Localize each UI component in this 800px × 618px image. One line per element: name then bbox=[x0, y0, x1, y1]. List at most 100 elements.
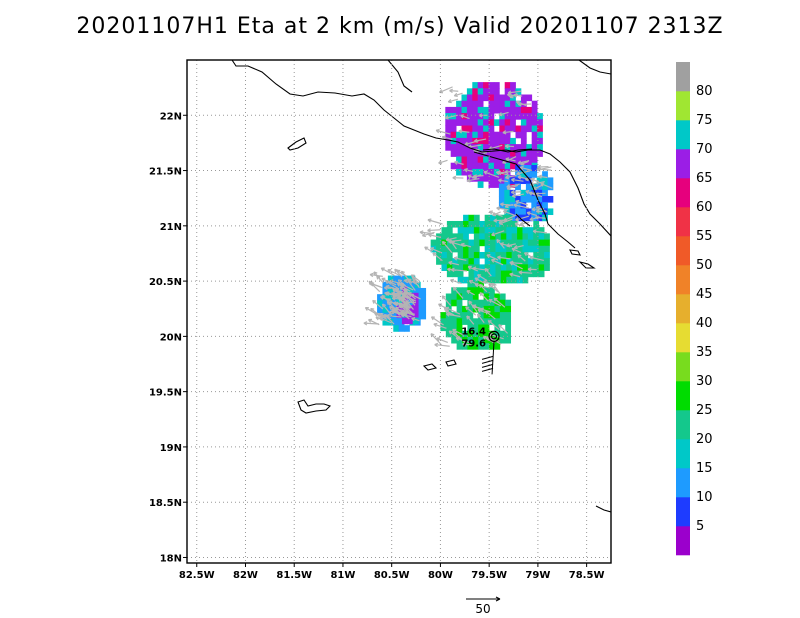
wind-cell bbox=[483, 156, 489, 164]
wind-arrow bbox=[381, 267, 396, 277]
wind-cell bbox=[450, 125, 457, 133]
wind-cell bbox=[488, 88, 495, 95]
wind-cell bbox=[472, 88, 479, 95]
wind-arrow-head bbox=[438, 162, 443, 165]
wind-cell bbox=[520, 202, 527, 209]
wind-cell bbox=[494, 305, 501, 313]
wind-cell bbox=[472, 113, 479, 120]
wind-arrow bbox=[488, 144, 503, 150]
wind-arrow-head bbox=[491, 259, 495, 263]
wind-arrow-head bbox=[427, 230, 431, 233]
wind-cell bbox=[517, 245, 523, 253]
wind-arrow-head bbox=[453, 257, 458, 261]
wind-cell bbox=[484, 258, 491, 265]
wind-arrow bbox=[458, 130, 470, 133]
wind-cell bbox=[382, 306, 389, 314]
wind-cell bbox=[472, 150, 479, 157]
wind-arrow bbox=[449, 89, 459, 92]
wind-cell bbox=[493, 82, 500, 89]
wind-cell bbox=[472, 318, 479, 325]
wind-cell bbox=[488, 162, 495, 170]
wind-cell bbox=[446, 220, 453, 228]
wind-cell bbox=[500, 251, 507, 259]
wind-cell bbox=[499, 150, 506, 157]
wind-arrow-head bbox=[477, 274, 480, 279]
wind-cell bbox=[499, 162, 506, 170]
wind-cell bbox=[500, 214, 507, 222]
wind-arrow bbox=[454, 92, 463, 97]
wind-arrow-head bbox=[479, 292, 482, 297]
wind-cell bbox=[542, 177, 548, 185]
coast-segment-ne bbox=[515, 213, 531, 227]
wind-arrow-head bbox=[529, 219, 534, 222]
wind-cell bbox=[468, 220, 475, 228]
wind-cell bbox=[506, 264, 513, 271]
wind-cell bbox=[488, 82, 495, 89]
wind-cell bbox=[462, 293, 468, 301]
wind-cell bbox=[445, 330, 452, 338]
wind-arrow-head bbox=[513, 94, 517, 98]
wind-arrow bbox=[368, 280, 381, 293]
wind-cell bbox=[473, 233, 480, 240]
wind-cell bbox=[531, 137, 538, 145]
wind-cell bbox=[517, 227, 523, 234]
wind-cell bbox=[398, 275, 405, 283]
wind-arrow-head bbox=[485, 310, 488, 315]
x-tick-label: 78.5W bbox=[569, 570, 605, 581]
wind-arrow bbox=[483, 171, 500, 178]
wind-cell bbox=[461, 119, 468, 126]
wind-cell bbox=[493, 88, 500, 95]
wind-cell bbox=[536, 177, 543, 185]
wind-cell bbox=[461, 156, 468, 164]
wind-arrow-head bbox=[386, 315, 390, 319]
colorbar-swatch bbox=[676, 381, 690, 411]
wind-arrow-head bbox=[449, 90, 453, 93]
wind-arrow bbox=[499, 218, 513, 225]
colorbar-label: 5 bbox=[696, 519, 704, 534]
wind-cell bbox=[466, 125, 473, 133]
wind-cell bbox=[466, 150, 473, 157]
wind-cell bbox=[538, 233, 545, 240]
wind-arrow-head bbox=[403, 289, 406, 293]
wind-cell bbox=[477, 106, 484, 114]
wind-cell bbox=[382, 287, 389, 295]
wind-arrow bbox=[530, 181, 545, 186]
wind-arrow-head bbox=[532, 230, 537, 234]
wind-cell bbox=[531, 144, 538, 151]
x-tick-label: 79.5W bbox=[471, 570, 507, 581]
wind-arrow bbox=[507, 90, 522, 94]
wind-cell bbox=[490, 233, 496, 240]
wind-cell bbox=[493, 150, 500, 157]
wind-arrow bbox=[391, 292, 406, 295]
wind-cell bbox=[462, 343, 468, 350]
wind-arrow bbox=[505, 158, 516, 162]
wind-cell bbox=[537, 131, 543, 139]
plot-frame bbox=[186, 59, 612, 564]
wind-cell bbox=[462, 305, 468, 313]
wind-cell bbox=[511, 264, 518, 271]
wind-arrow bbox=[491, 230, 505, 236]
wind-arrow bbox=[379, 317, 392, 324]
wind-arrow bbox=[460, 114, 470, 120]
wind-cell bbox=[499, 305, 506, 313]
wind-cell bbox=[387, 294, 394, 301]
wind-cell bbox=[468, 227, 475, 234]
wind-cell bbox=[483, 144, 489, 151]
wind-cell bbox=[504, 162, 511, 170]
wind-arrow-head bbox=[398, 305, 403, 309]
y-tick-label: 18N bbox=[160, 553, 182, 564]
wind-cell bbox=[484, 233, 491, 240]
wind-cell bbox=[544, 239, 550, 247]
wind-cell bbox=[488, 94, 495, 102]
wind-cell bbox=[462, 318, 468, 325]
wind-arrow bbox=[526, 212, 538, 217]
wind-cell bbox=[510, 150, 516, 157]
wind-cell bbox=[498, 196, 505, 203]
wind-arrow bbox=[398, 305, 409, 308]
wind-cell bbox=[520, 171, 527, 178]
wind-arrow-head bbox=[467, 266, 471, 270]
wind-cell bbox=[499, 312, 506, 319]
wind-cell bbox=[450, 131, 457, 139]
wind-cell bbox=[493, 100, 500, 108]
wind-arrow bbox=[453, 257, 467, 261]
